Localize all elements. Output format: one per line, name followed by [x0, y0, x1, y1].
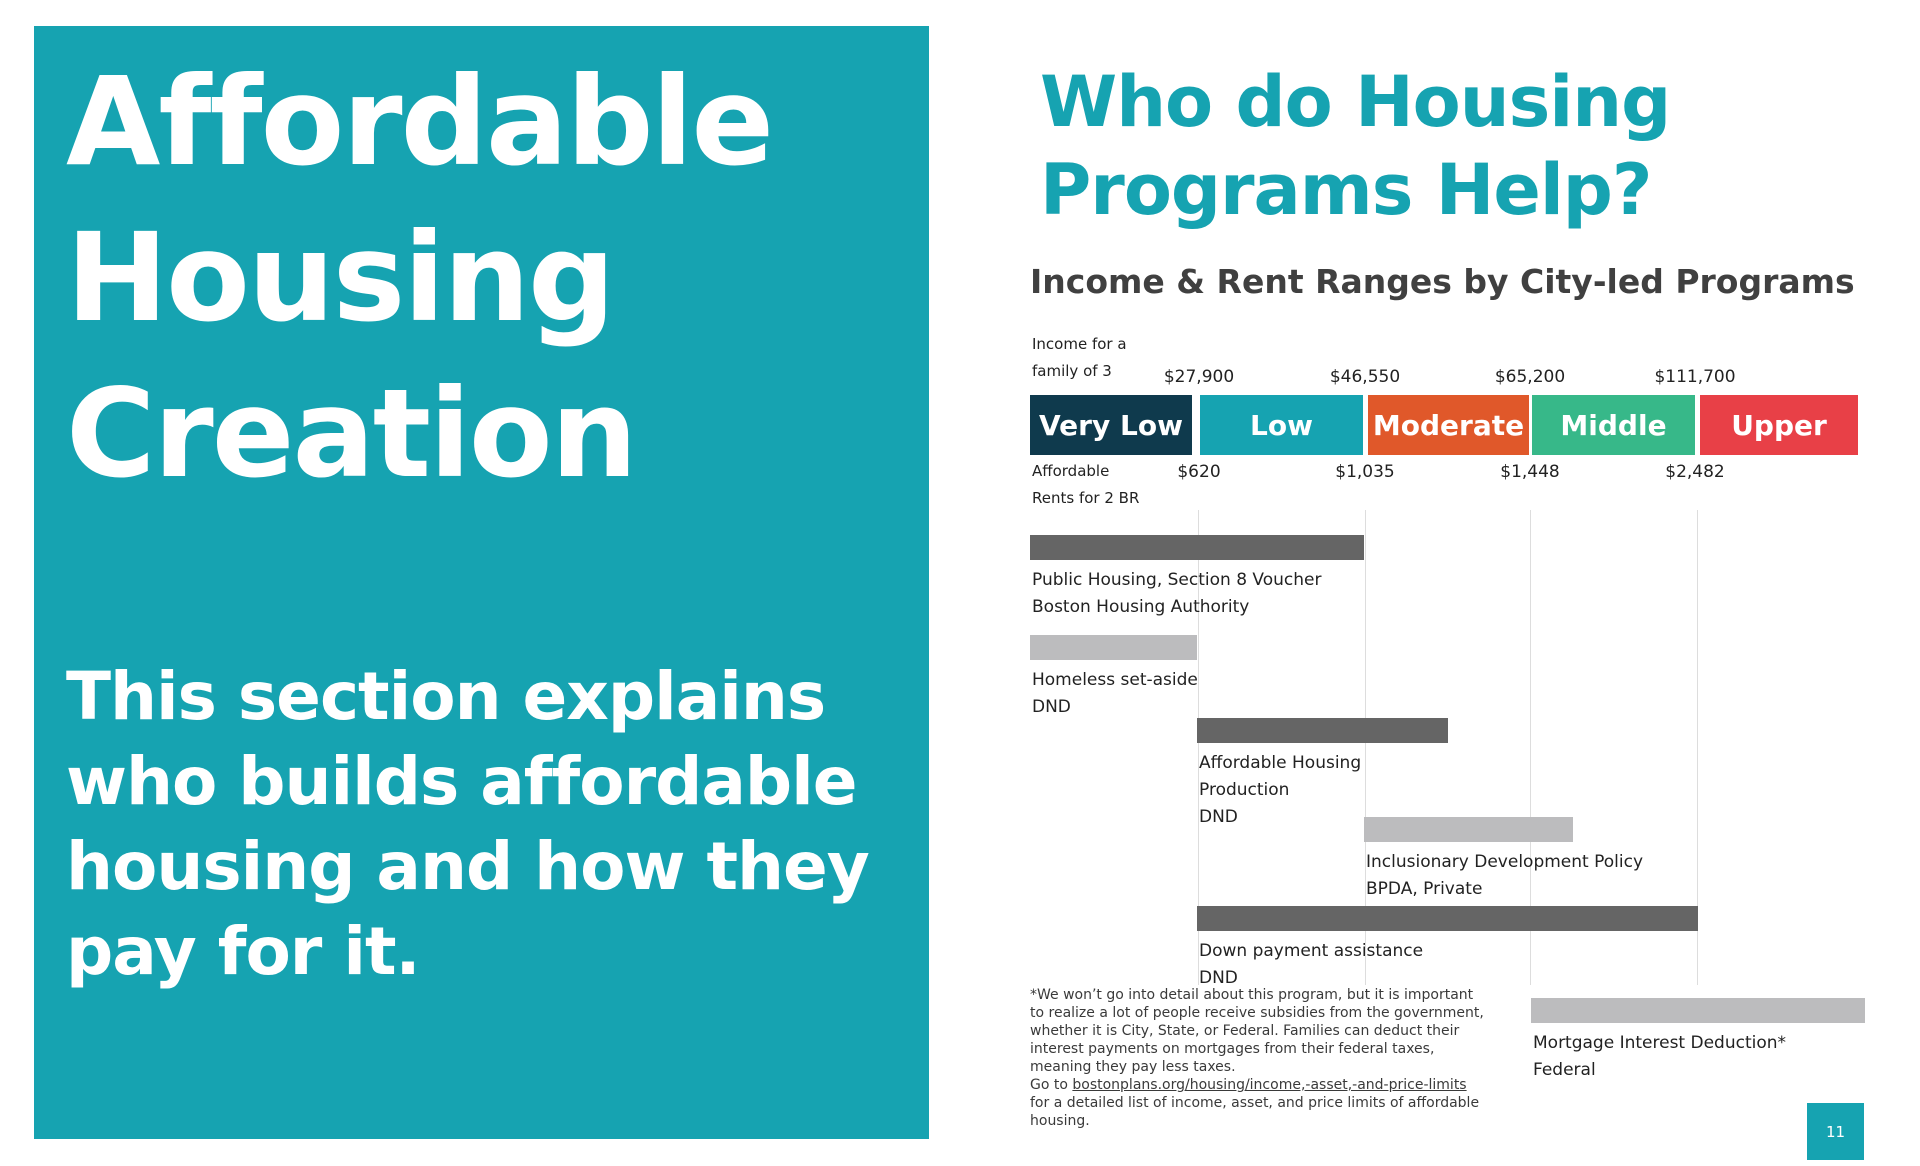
footnote: *We won’t go into detail about this prog…: [1030, 986, 1500, 1130]
footnote-line: whether it is City, State, or Federal. F…: [1030, 1023, 1460, 1039]
rent-threshold-label: $2,482: [1665, 462, 1725, 482]
section-intro: This section explains who builds afforda…: [66, 654, 906, 994]
footnote-line: interest payments on mortgages from thei…: [1030, 1041, 1435, 1057]
income-threshold-label: $111,700: [1654, 367, 1736, 387]
program-range-bar: [1364, 817, 1573, 842]
band-very-low: Very Low: [1030, 395, 1192, 455]
threshold-gridline: [1697, 510, 1698, 985]
band-low: Low: [1200, 395, 1363, 455]
program-label-line: BPDA, Private: [1366, 879, 1483, 899]
income-category-bands: Very Low Low Moderate Middle Upper: [1030, 395, 1858, 455]
section-title-panel: Affordable Housing Creation This section…: [34, 26, 929, 1139]
income-axis-label-line: family of 3: [1032, 362, 1112, 380]
income-limits-link[interactable]: bostonplans.org/housing/income,-asset,-a…: [1072, 1077, 1467, 1093]
section-intro-line: This section explains: [66, 658, 826, 735]
program-label-line: Public Housing, Section 8 Voucher: [1032, 570, 1322, 590]
rent-axis-label-line: Rents for 2 BR: [1032, 489, 1140, 507]
income-axis-label: Income for a family of 3: [1032, 331, 1127, 385]
chart-title: Income & Rent Ranges by City-led Program…: [1030, 262, 1855, 301]
program-range-chart: Public Housing, Section 8 Voucher Boston …: [1030, 510, 1865, 1080]
program-label: Affordable Housing Production DND: [1199, 750, 1361, 831]
rent-axis-label-line: Affordable: [1032, 462, 1110, 480]
band-upper: Upper: [1700, 395, 1858, 455]
program-range-bar: [1197, 906, 1698, 931]
threshold-gridline: [1365, 510, 1366, 985]
program-label-line: Mortgage Interest Deduction*: [1533, 1033, 1787, 1053]
section-title-line: Housing: [66, 207, 615, 349]
footnote-link-prefix: Go to: [1030, 1077, 1073, 1093]
program-label: Mortgage Interest Deduction* Federal: [1533, 1030, 1786, 1084]
page-title: Who do Housing Programs Help?: [1040, 58, 1671, 234]
footnote-line: *We won’t go into detail about this prog…: [1030, 987, 1474, 1003]
section-intro-line: housing and how they: [66, 828, 870, 905]
footnote-link-line: Go to bostonplans.org/housing/income,-as…: [1030, 1076, 1500, 1094]
section-title: Affordable Housing Creation: [66, 44, 774, 512]
program-range-bar: [1030, 535, 1364, 560]
program-range-bar: [1030, 635, 1197, 660]
page-number: 11: [1807, 1103, 1864, 1160]
income-axis-label-line: Income for a: [1032, 335, 1127, 353]
program-label-line: DND: [1199, 807, 1238, 827]
income-threshold-label: $65,200: [1494, 367, 1566, 387]
program-label-line: Boston Housing Authority: [1032, 597, 1250, 617]
program-label-line: Homeless set-aside: [1032, 670, 1198, 690]
page-title-line: Programs Help?: [1040, 149, 1653, 231]
threshold-gridline: [1198, 510, 1199, 985]
program-range-bar: [1531, 998, 1865, 1023]
section-intro-line: who builds affordable: [66, 743, 858, 820]
band-middle: Middle: [1532, 395, 1695, 455]
band-moderate: Moderate: [1368, 395, 1529, 455]
program-label: Inclusionary Development Policy BPDA, Pri…: [1366, 849, 1643, 903]
program-range-bar: [1197, 718, 1448, 743]
program-label-line: Federal: [1533, 1060, 1596, 1080]
rent-threshold-label: $1,448: [1500, 462, 1560, 482]
rent-threshold-label: $1,035: [1335, 462, 1395, 482]
footnote-line: meaning they pay less taxes.: [1030, 1059, 1236, 1075]
program-label-line: DND: [1199, 968, 1238, 988]
program-label-line: Affordable Housing: [1199, 753, 1362, 773]
program-label: Public Housing, Section 8 Voucher Boston …: [1032, 567, 1321, 621]
footnote-line: to realize a lot of people receive subsi…: [1030, 1005, 1484, 1021]
footnote-line: for a detailed list of income, asset, an…: [1030, 1095, 1480, 1111]
program-label-line: Production: [1199, 780, 1290, 800]
footnote-line: housing.: [1030, 1113, 1090, 1129]
section-intro-line: pay for it.: [66, 913, 421, 990]
income-threshold-label: $27,900: [1163, 367, 1235, 387]
rent-threshold-label: $620: [1177, 462, 1221, 482]
program-label: Down payment assistance DND: [1199, 938, 1423, 992]
program-label-line: Inclusionary Development Policy: [1366, 852, 1644, 872]
program-label: Homeless set-aside DND: [1032, 667, 1198, 721]
income-threshold-label: $46,550: [1329, 367, 1401, 387]
section-title-line: Affordable: [66, 51, 774, 193]
rent-axis-label: Affordable Rents for 2 BR: [1032, 458, 1139, 512]
program-label-line: DND: [1032, 697, 1071, 717]
page-title-line: Who do Housing: [1040, 61, 1671, 143]
threshold-gridline: [1530, 510, 1531, 985]
section-title-line: Creation: [66, 363, 638, 505]
program-label-line: Down payment assistance: [1199, 941, 1424, 961]
